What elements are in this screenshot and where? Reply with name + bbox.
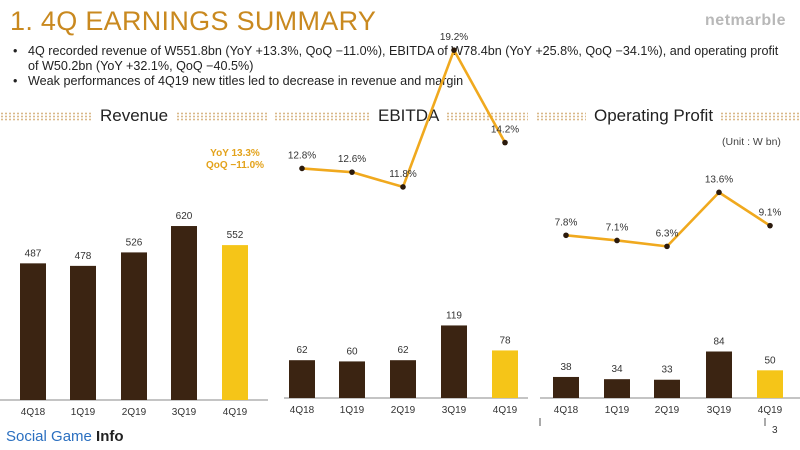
- x-tick-label: 1Q19: [71, 407, 96, 418]
- chart-bar: [654, 379, 680, 398]
- bar-value-label: 60: [346, 346, 358, 357]
- margin-label: 11.8%: [389, 169, 417, 180]
- margin-label: 14.2%: [491, 125, 519, 136]
- x-tick-label: 4Q19: [223, 407, 248, 418]
- chart-bar: [757, 370, 783, 398]
- margin-label: 6.3%: [656, 228, 679, 239]
- unit-label: (Unit : W bn): [722, 136, 781, 148]
- brand-logo: netmarble: [705, 12, 786, 29]
- margin-point: [502, 139, 508, 146]
- chart-bar: [339, 361, 365, 398]
- x-tick-label: 2Q19: [655, 405, 680, 416]
- chart-bar: [441, 325, 467, 398]
- margin-point: [451, 47, 457, 53]
- x-tick-label: 1Q19: [340, 405, 365, 416]
- x-tick-label: 4Q19: [493, 405, 518, 416]
- footer-logo-part: Social Game: [6, 428, 97, 445]
- x-tick-label: 4Q18: [290, 405, 315, 416]
- bar-value-label: 552: [227, 230, 244, 241]
- chart-bar: [492, 350, 518, 398]
- page-title: 1. 4Q EARNINGS SUMMARY: [10, 6, 377, 36]
- chart-bar: [70, 265, 96, 400]
- margin-point: [664, 243, 670, 250]
- x-tick-label: 3Q19: [442, 405, 467, 416]
- summary-bullets: 4Q recorded revenue of W551.8bn (YoY +13…: [10, 44, 790, 89]
- margin-label: 19.2%: [440, 32, 468, 43]
- chart-bar: [604, 379, 630, 398]
- x-tick-label: 2Q19: [391, 405, 416, 416]
- bar-value-label: 34: [611, 364, 623, 375]
- bar-value-label: 526: [126, 237, 143, 248]
- x-tick-label: 1Q19: [605, 405, 630, 416]
- x-tick-label: 4Q18: [21, 407, 46, 418]
- margin-label: 13.6%: [705, 174, 733, 185]
- chart-bar: [222, 245, 248, 400]
- margin-label: 12.8%: [288, 150, 316, 161]
- margin-point: [400, 184, 406, 190]
- chart-bar: [20, 263, 46, 400]
- x-tick-label: 4Q19: [758, 405, 783, 416]
- bullet-item: 4Q recorded revenue of W551.8bn (YoY +13…: [10, 44, 790, 74]
- bar-value-label: 487: [25, 248, 42, 259]
- margin-label: 12.6%: [338, 154, 366, 165]
- bar-value-label: 119: [446, 310, 462, 321]
- chart-bar: [553, 376, 579, 398]
- bar-value-label: 38: [560, 362, 572, 373]
- bar-value-label: 478: [75, 251, 92, 262]
- margin-label: 9.1%: [759, 208, 782, 219]
- bar-value-label: 78: [499, 335, 511, 346]
- bar-value-label: 84: [713, 336, 725, 347]
- chart-bar: [121, 252, 147, 400]
- margin-label: 7.1%: [606, 222, 629, 233]
- growth-annotation: QoQ −11.0%: [206, 160, 264, 171]
- bar-value-label: 50: [764, 355, 776, 366]
- chart-bar: [171, 226, 197, 400]
- bar-value-label: 620: [176, 211, 193, 222]
- margin-point: [299, 165, 305, 172]
- x-tick-label: 3Q19: [172, 407, 197, 418]
- margin-point: [563, 232, 569, 239]
- margin-point: [767, 222, 773, 229]
- revenue-chart-title: Revenue: [92, 106, 177, 126]
- page-number: 3: [772, 425, 778, 436]
- margin-point: [349, 169, 355, 175]
- growth-annotation: YoY 13.3%: [210, 148, 260, 159]
- margin-point: [614, 237, 620, 244]
- margin-label: 7.8%: [555, 217, 578, 228]
- footer-logo: Social Game Info: [6, 428, 124, 445]
- chart-bar: [289, 360, 315, 398]
- x-tick-label: 2Q19: [122, 407, 147, 418]
- bar-value-label: 62: [296, 345, 308, 356]
- operating-profit-chart-title: Operating Profit: [586, 106, 722, 126]
- x-tick-label: 4Q18: [554, 405, 579, 416]
- bar-value-label: 62: [397, 345, 409, 356]
- bullet-item: Weak performances of 4Q19 new titles led…: [10, 74, 790, 89]
- margin-line: [301, 48, 507, 189]
- chart-bar: [706, 351, 732, 398]
- bar-value-label: 33: [661, 365, 673, 376]
- chart-bar: [390, 360, 416, 398]
- margin-point: [716, 189, 722, 196]
- x-tick-label: 3Q19: [707, 405, 732, 416]
- footer-logo-part: Info: [96, 428, 124, 445]
